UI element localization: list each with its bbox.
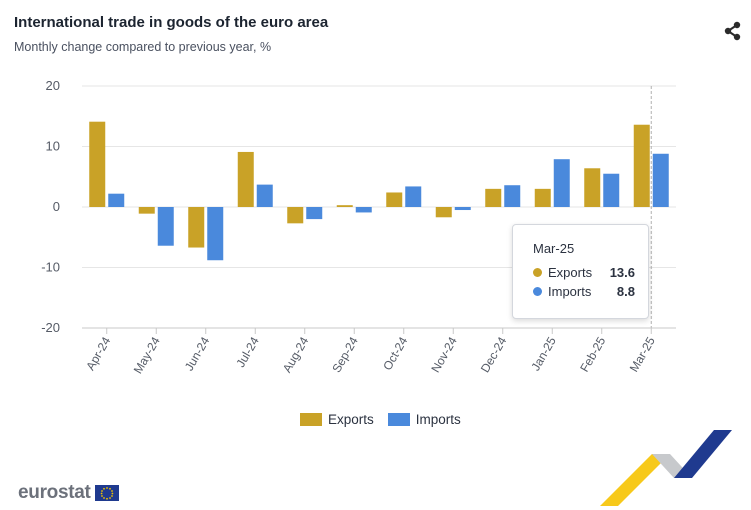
y-tick-label: -20 (41, 320, 60, 335)
bar-exports-sep-24[interactable] (336, 205, 353, 207)
bar-imports-jul-24[interactable] (256, 184, 273, 207)
tooltip-row-exports: Exports 13.6 (533, 263, 648, 282)
x-tick-label: Mar-25 (627, 334, 658, 374)
bar-chart: 20 10 0 -10 -20 Apr-24 May-24 Jun-24 Jul-24 Aug-… (41, 78, 676, 376)
legend-label: Exports (328, 412, 374, 427)
tooltip-value: 13.6 (609, 265, 635, 280)
tooltip-name: Imports (548, 284, 592, 299)
bar-imports-jan-25[interactable] (553, 159, 570, 207)
chart-subtitle: Monthly change compared to previous year… (14, 40, 272, 54)
logo-text: eurostat (18, 482, 91, 503)
bar-imports-dec-24[interactable] (504, 185, 521, 207)
legend-label: Imports (415, 412, 461, 427)
x-tick-label: Jan-25 (528, 334, 559, 373)
x-tick-label: Oct-24 (380, 334, 410, 372)
y-tick-label: 10 (46, 139, 60, 154)
chart-title: International trade in goods of the euro… (14, 14, 329, 31)
x-tick-label: Dec-24 (478, 334, 510, 375)
tooltip-category: Mar-25 (533, 241, 575, 256)
bar-exports-apr-24[interactable] (89, 121, 106, 207)
bar-imports-sep-24[interactable] (355, 207, 372, 213)
tooltip: Mar-25 Exports 13.6 Imports 8.8 (512, 224, 649, 319)
bar-exports-dec-24[interactable] (485, 188, 502, 207)
tooltip-value: 8.8 (616, 284, 635, 299)
decorative-chevron-icon (600, 430, 732, 506)
bar-exports-oct-24[interactable] (386, 192, 403, 207)
x-tick-label: Jun-24 (182, 334, 213, 373)
x-axis-labels: Apr-24 May-24 Jun-24 Jul-24 Aug-24 Sep-24 Oct-… (83, 334, 658, 376)
x-tick-label: May-24 (131, 334, 163, 376)
legend-item-imports[interactable]: Imports (387, 412, 461, 427)
tooltip-row-imports: Imports 8.8 (533, 282, 648, 301)
bar-imports-may-24[interactable] (157, 207, 174, 246)
bar-imports-jun-24[interactable] (207, 207, 224, 261)
y-tick-label: 20 (46, 78, 60, 93)
bar-imports-nov-24[interactable] (454, 207, 471, 211)
x-axis (82, 327, 676, 334)
x-tick-label: Jul-24 (233, 334, 262, 370)
share-icon[interactable] (722, 20, 744, 42)
bar-imports-mar-25[interactable] (652, 153, 669, 207)
bar-imports-feb-25[interactable] (603, 173, 620, 207)
legend-item-exports[interactable]: Exports (300, 412, 374, 427)
tooltip-name: Exports (548, 265, 593, 280)
eurostat-logo: eurostat (18, 482, 119, 504)
x-tick-label: Nov-24 (428, 334, 460, 375)
x-tick-label: Feb-25 (577, 334, 608, 374)
x-tick-label: Sep-24 (329, 334, 361, 375)
bar-exports-jan-25[interactable] (534, 188, 551, 207)
y-tick-label: 0 (53, 199, 60, 214)
y-axis-labels: 20 10 0 -10 -20 (41, 78, 60, 335)
bar-imports-oct-24[interactable] (405, 186, 422, 207)
bar-imports-apr-24[interactable] (108, 193, 125, 207)
legend: Exports Imports (300, 412, 461, 427)
bar-exports-nov-24[interactable] (435, 207, 452, 218)
imports-dot-icon (533, 287, 542, 296)
bar-exports-feb-25[interactable] (584, 168, 601, 207)
bar-imports-aug-24[interactable] (306, 207, 323, 220)
bar-exports-may-24[interactable] (138, 207, 155, 214)
imports-swatch-icon (387, 413, 410, 426)
bar-exports-jun-24[interactable] (188, 207, 205, 248)
bar-exports-jul-24[interactable] (237, 151, 254, 207)
x-tick-label: Aug-24 (280, 334, 312, 375)
x-tick-label: Apr-24 (83, 334, 113, 372)
bars (89, 121, 669, 261)
bar-exports-aug-24[interactable] (287, 207, 304, 224)
exports-swatch-icon (300, 413, 322, 426)
bar-exports-mar-25[interactable] (633, 124, 650, 207)
y-tick-label: -10 (41, 260, 60, 275)
exports-dot-icon (533, 268, 542, 277)
eu-flag-icon (94, 485, 119, 501)
